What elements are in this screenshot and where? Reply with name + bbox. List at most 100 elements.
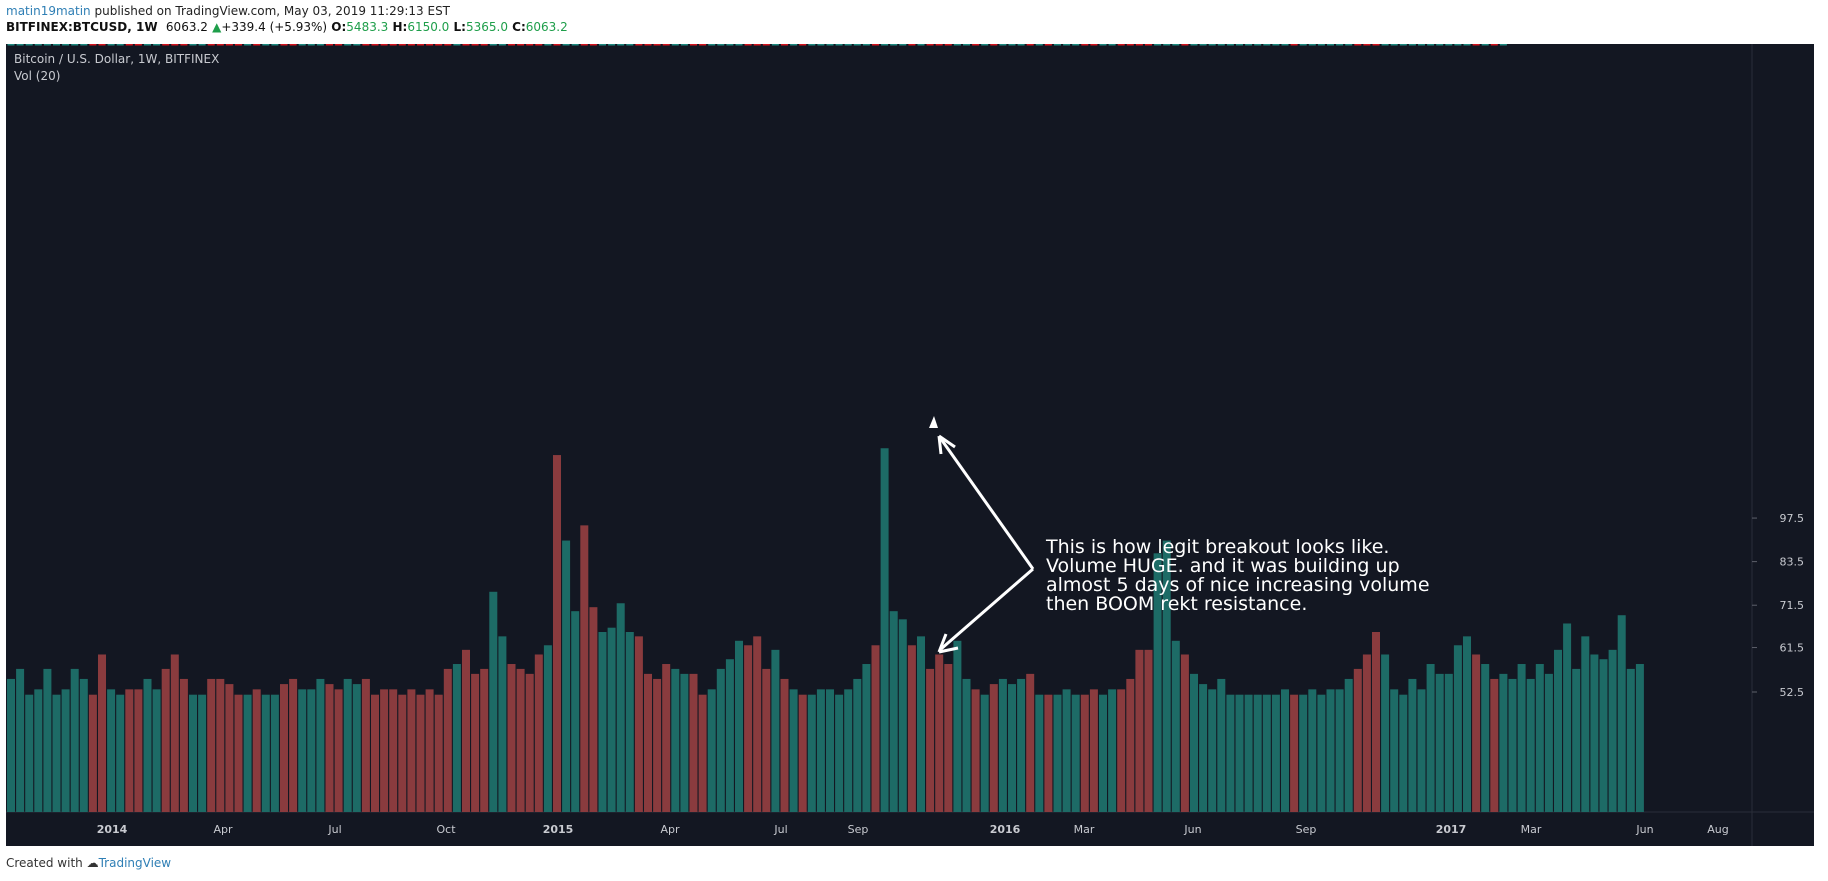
candle-body — [1236, 43, 1243, 46]
candle-body — [380, 43, 388, 46]
candle-body — [326, 43, 333, 46]
tradingview-link[interactable]: TradingView — [98, 856, 172, 870]
volume-bar — [261, 694, 270, 812]
candle-body — [1163, 43, 1171, 46]
candle-body — [1427, 43, 1435, 46]
candle-body — [1054, 43, 1061, 46]
candle-body — [180, 43, 188, 46]
chart-panel[interactable]: Bitcoin / U.S. Dollar, 1W, BITFINEX Vol … — [6, 0, 1814, 846]
volume-bar — [1244, 694, 1253, 812]
candle-body — [1245, 43, 1253, 46]
candle-body — [1454, 43, 1462, 46]
candle-body — [771, 43, 779, 46]
volume-bar — [7, 678, 15, 812]
candle-body — [307, 43, 315, 46]
volume-bar — [762, 668, 771, 812]
volume-bar — [25, 694, 34, 812]
volume-bar — [598, 631, 607, 812]
candle-body — [589, 43, 597, 46]
candle-body — [1354, 43, 1362, 46]
candle-body — [526, 43, 534, 46]
candle-body — [835, 43, 843, 46]
candle-body — [1008, 43, 1016, 46]
time-axis-label: Jul — [327, 823, 341, 836]
time-axis-label: Mar — [1521, 823, 1542, 836]
time-axis-label: Sep — [1296, 823, 1317, 836]
candle-body — [535, 43, 543, 46]
volume-bar — [189, 694, 197, 812]
candle-body — [1226, 43, 1234, 46]
candle-body — [407, 43, 415, 46]
annotation-line-1: This is how legit breakout looks like. — [1045, 536, 1389, 558]
price-change: +339.4 (+5.93%) — [221, 20, 328, 34]
candle-body — [790, 43, 798, 46]
candle-body — [708, 43, 716, 46]
volume-bar — [1408, 678, 1417, 812]
candle-body — [680, 43, 688, 46]
candle-body — [571, 43, 579, 46]
volume-bar — [607, 627, 616, 812]
candle-body — [389, 43, 397, 46]
annotation-line-3: almost 5 days of nice increasing volume — [1046, 574, 1430, 596]
candle-body — [544, 43, 552, 46]
volume-bar — [525, 673, 534, 812]
volume-bar — [1563, 623, 1572, 812]
candle-body — [462, 43, 470, 46]
volume-bar — [1217, 678, 1226, 812]
volume-bar — [980, 694, 989, 812]
chart-legend-title: Bitcoin / U.S. Dollar, 1W, BITFINEX — [14, 52, 219, 66]
volume-bar — [88, 694, 97, 812]
volume-bar — [1463, 636, 1471, 812]
volume-bar — [280, 684, 288, 812]
candle-body — [1418, 43, 1425, 46]
volume-bar — [1581, 636, 1590, 812]
arrow-to-breakout — [939, 438, 1035, 570]
price-axis-label: 83.5 — [1780, 556, 1805, 569]
candle-body — [353, 43, 361, 46]
price-axis-label: 61.5 — [1780, 642, 1805, 655]
candle-body — [262, 43, 270, 46]
candle-body — [717, 43, 725, 46]
volume-bar — [917, 636, 925, 812]
volume-bar — [1126, 678, 1135, 812]
candle-body — [699, 43, 707, 46]
volume-bar — [61, 689, 70, 812]
candle-body — [817, 43, 825, 46]
volume-bar — [1017, 678, 1026, 812]
volume-bar — [243, 694, 252, 812]
volume-bar — [1199, 684, 1208, 812]
low-label: L: — [453, 20, 466, 34]
volume-bar — [798, 694, 807, 812]
volume-bar — [1608, 649, 1617, 812]
volume-bar — [1271, 694, 1280, 812]
volume-bar — [1153, 553, 1162, 812]
volume-bar — [1590, 654, 1599, 812]
volume-bar — [1135, 649, 1144, 812]
volume-bar — [553, 455, 561, 812]
candle-body — [1108, 43, 1116, 46]
volume-bar — [862, 664, 871, 812]
candle-body — [116, 43, 124, 46]
candle-body — [1272, 43, 1280, 46]
candle-body — [1063, 43, 1071, 46]
candle-body — [872, 43, 879, 46]
volume-bar — [1544, 673, 1553, 812]
candle-body — [198, 43, 206, 46]
volume-bar — [1435, 673, 1444, 812]
price-chart[interactable]: Bitcoin / U.S. Dollar, 1W, BITFINEX Vol … — [6, 0, 1814, 846]
volume-bar — [434, 694, 443, 812]
volume-bar — [107, 689, 116, 812]
candle-body — [225, 43, 233, 46]
candle-body — [1436, 43, 1444, 46]
volume-bar — [134, 689, 143, 812]
candle-body — [553, 43, 561, 46]
volume-bar — [826, 689, 834, 812]
volume-bar — [1026, 673, 1035, 812]
volume-bar — [926, 668, 935, 812]
candle-body — [808, 43, 816, 46]
volume-bar — [380, 689, 389, 812]
author-link[interactable]: matin19matin — [6, 4, 91, 18]
candle-body — [107, 43, 115, 46]
candle-body — [271, 43, 279, 46]
volume-bar — [352, 684, 361, 812]
